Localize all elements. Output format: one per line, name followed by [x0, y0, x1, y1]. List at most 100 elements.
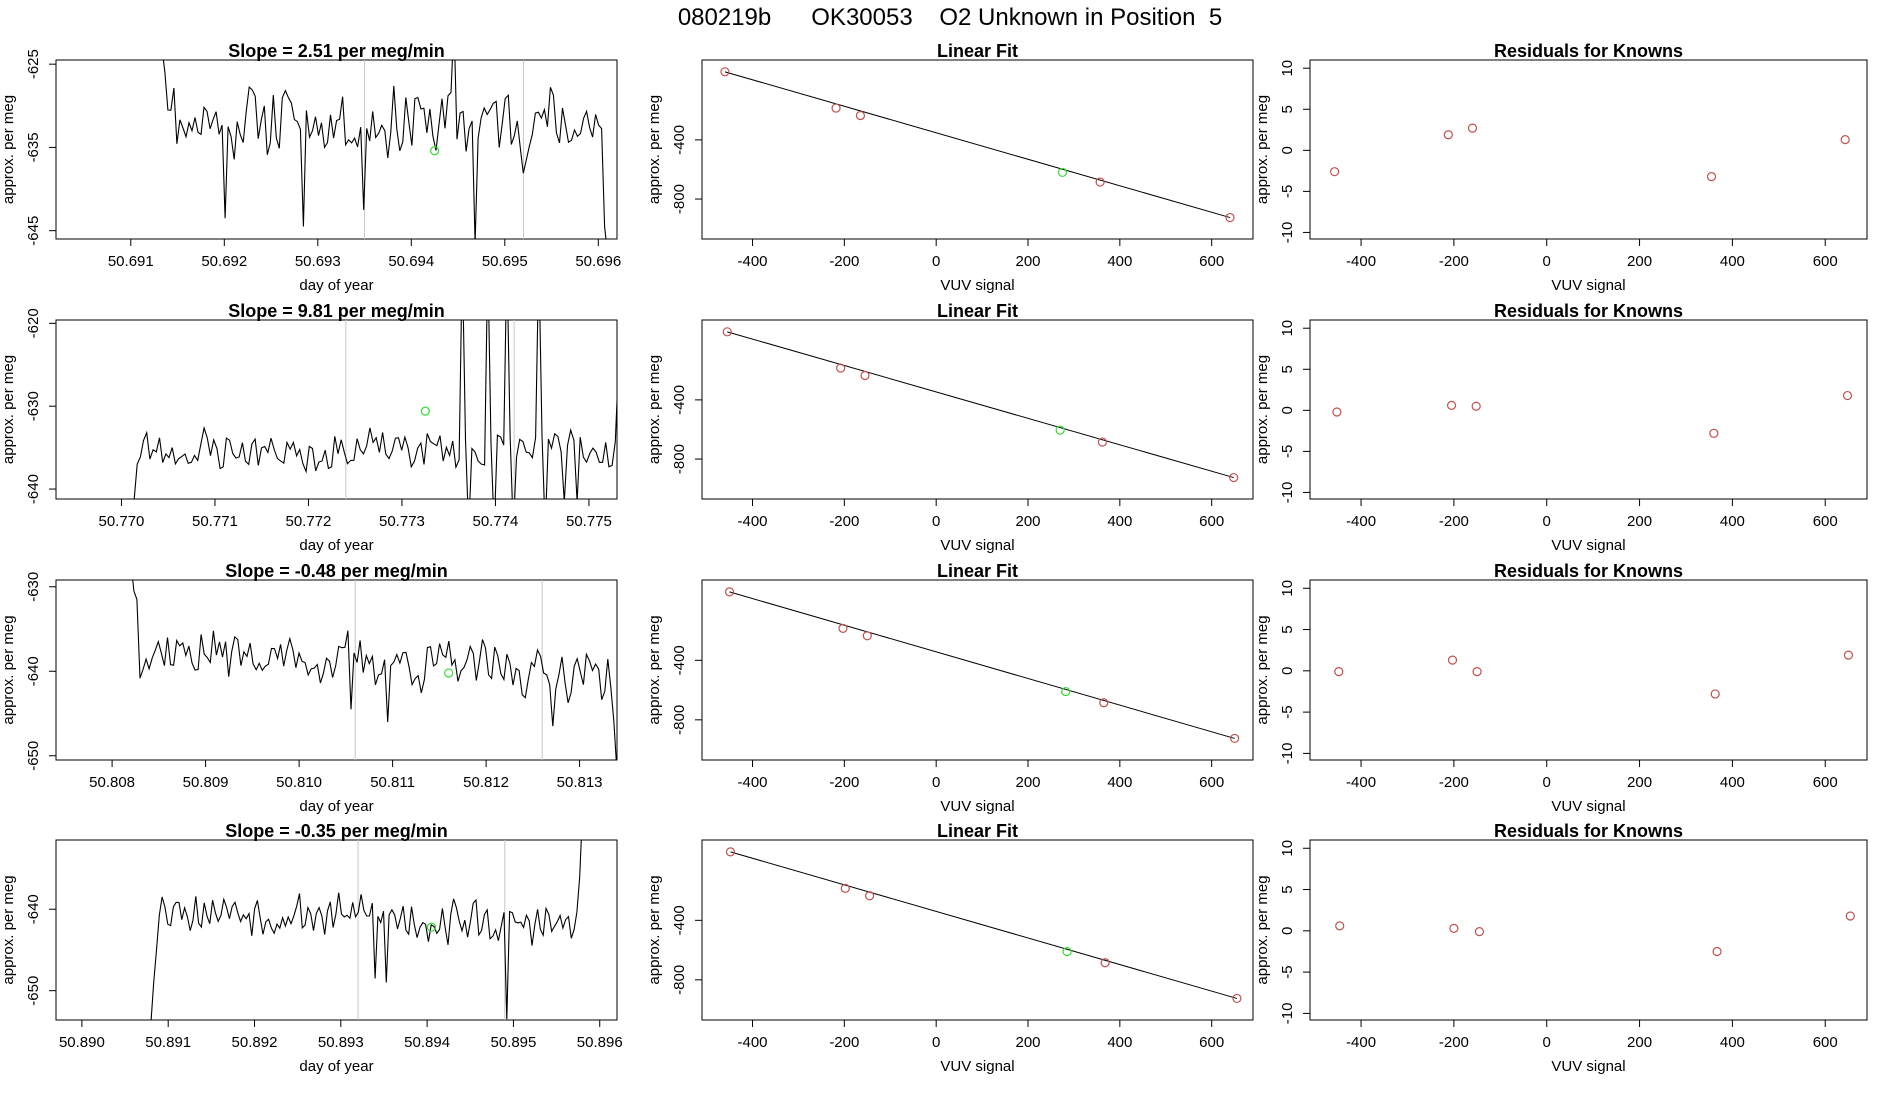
known-point — [1335, 921, 1345, 931]
known-point — [1330, 167, 1340, 177]
plot-panel-6: Linear Fit VUV signal approx. per meg -400 -… — [646, 301, 1254, 554]
x-axis-label: VUV signal — [1551, 277, 1625, 294]
known-point — [840, 883, 850, 893]
known-point — [1229, 472, 1239, 483]
y-tick-label: 5 — [1279, 885, 1296, 893]
known-point — [1225, 212, 1235, 223]
plot-frame — [55, 319, 618, 500]
unknown-point — [420, 406, 430, 416]
y-tick-label: -650 — [25, 741, 42, 771]
x-tick-label: 50.771 — [192, 513, 238, 530]
y-tick-label: -10 — [1279, 222, 1296, 244]
unknown-point — [426, 922, 437, 932]
plot-title: Slope = -0.48 per meg/min — [225, 561, 448, 581]
known-point — [1446, 400, 1457, 410]
known-point — [1842, 390, 1853, 401]
known-point — [855, 110, 866, 121]
x-tick-label: 200 — [1627, 253, 1652, 270]
x-tick-label: 200 — [1015, 513, 1040, 530]
plot-area — [1330, 123, 1850, 182]
page-title: 080219b OK30053 O2 Unknown in Position 5 — [0, 4, 1900, 32]
x-tick-label: 50.772 — [286, 513, 332, 530]
x-tick-label: 0 — [1543, 253, 1551, 270]
x-tick-label: -400 — [1346, 253, 1376, 270]
x-tick-label: 50.808 — [89, 774, 135, 791]
y-tick-label: -400 — [671, 385, 688, 415]
x-tick-label: 50.696 — [575, 253, 621, 270]
known-point — [1443, 130, 1453, 140]
x-tick-label: 50.895 — [490, 1034, 536, 1051]
y-tick-label: -630 — [25, 572, 42, 602]
x-tick-label: 600 — [1199, 253, 1224, 270]
y-tick-label: -10 — [1279, 482, 1296, 504]
plot-title: Residuals for Knowns — [1494, 561, 1683, 581]
known-point — [1843, 650, 1854, 660]
x-tick-label: 200 — [1627, 774, 1652, 791]
known-point — [1449, 923, 1459, 933]
y-tick-label: 10 — [1279, 60, 1296, 77]
y-tick-label: -5 — [1279, 705, 1296, 718]
y-axis-label: approx. per meg — [1254, 95, 1271, 204]
x-tick-label: 0 — [1543, 513, 1551, 530]
unknown-description: O2 Unknown in Position 5 — [939, 4, 1223, 31]
plot-title: Residuals for Knowns — [1494, 301, 1683, 321]
y-tick-label: -635 — [25, 132, 42, 162]
x-tick-label: 50.691 — [108, 253, 154, 270]
x-tick-label: -400 — [1346, 1034, 1376, 1051]
known-point — [1447, 655, 1458, 665]
x-axis-label: VUV signal — [940, 1058, 1014, 1075]
plot-frame — [1309, 579, 1868, 761]
y-axis-label: approx. per meg — [646, 875, 663, 984]
plot-title: Residuals for Knowns — [1494, 41, 1683, 61]
x-tick-label: 0 — [932, 513, 940, 530]
y-tick-label: -5 — [1279, 965, 1296, 978]
x-tick-label: 50.695 — [482, 253, 528, 270]
x-tick-label: 400 — [1720, 774, 1745, 791]
x-tick-label: -200 — [1439, 513, 1469, 530]
x-tick-label: 50.775 — [566, 513, 612, 530]
x-axis-label: day of year — [299, 798, 373, 815]
x-tick-label: -200 — [1439, 1034, 1469, 1051]
plot-area — [724, 587, 1240, 744]
plot-area — [725, 847, 1242, 1004]
known-point — [1230, 733, 1240, 744]
x-tick-label: -200 — [829, 774, 859, 791]
plot-title: Slope = -0.35 per meg/min — [225, 821, 448, 841]
x-axis-label: day of year — [299, 277, 373, 294]
time-series-line — [162, 60, 607, 239]
tank-id: OK30053 — [811, 4, 913, 31]
x-tick-label: 400 — [1720, 253, 1745, 270]
x-tick-label: 50.693 — [295, 253, 341, 270]
x-tick-label: 50.813 — [557, 774, 603, 791]
y-axis-label: approx. per meg — [0, 95, 17, 204]
x-tick-label: -400 — [737, 774, 767, 791]
plot-area — [133, 320, 617, 499]
x-tick-label: 50.770 — [99, 513, 145, 530]
x-tick-label: 50.810 — [276, 774, 322, 791]
x-tick-label: -400 — [1346, 774, 1376, 791]
y-tick-label: 10 — [1279, 320, 1296, 337]
plot-frame — [701, 319, 1254, 500]
y-tick-label: -5 — [1279, 185, 1296, 198]
plot-area — [1332, 390, 1853, 438]
x-axis-label: VUV signal — [940, 537, 1014, 554]
known-point — [1100, 958, 1110, 968]
x-tick-label: 50.774 — [473, 513, 519, 530]
x-tick-label: 600 — [1813, 253, 1838, 270]
fit-line — [729, 591, 1235, 739]
plot-panel-8: Linear Fit VUV signal approx. per meg -400 -… — [646, 821, 1254, 1075]
x-tick-label: -200 — [829, 1034, 859, 1051]
fit-line — [727, 331, 1234, 479]
known-point — [831, 103, 841, 113]
x-tick-label: -200 — [829, 513, 859, 530]
y-axis-label: approx. per meg — [0, 615, 17, 724]
x-tick-label: 200 — [1015, 1034, 1040, 1051]
x-tick-label: 600 — [1199, 774, 1224, 791]
x-axis-label: VUV signal — [940, 798, 1014, 815]
x-tick-label: -400 — [737, 253, 767, 270]
x-tick-label: 600 — [1199, 513, 1224, 530]
y-axis-label: approx. per meg — [646, 355, 663, 464]
x-tick-label: 50.896 — [577, 1034, 623, 1051]
plot-area — [1334, 650, 1854, 699]
plot-title: Slope = 9.81 per meg/min — [228, 301, 445, 321]
